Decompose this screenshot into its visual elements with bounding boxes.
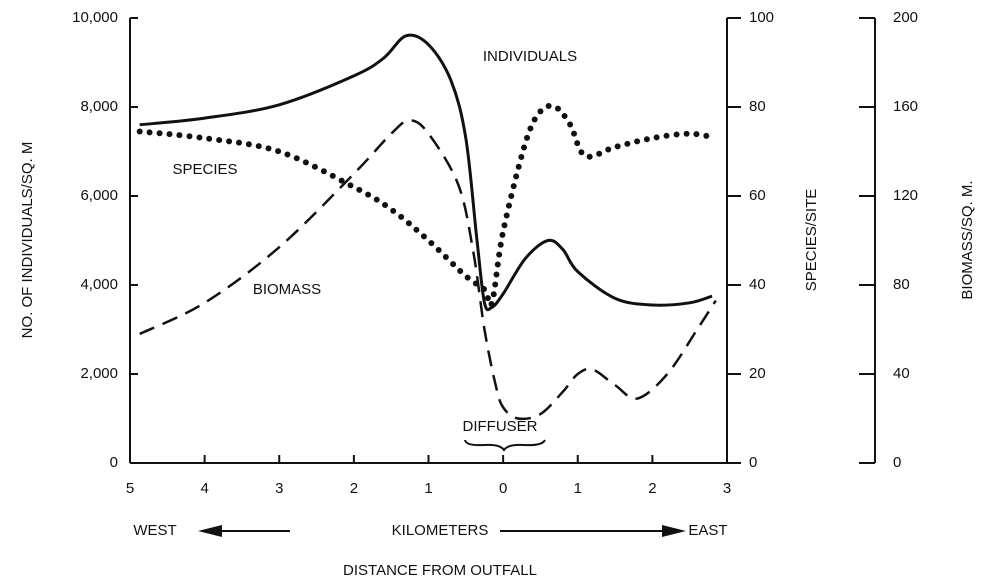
series-label: SPECIES [172, 161, 237, 178]
y-tick-label: 0 [110, 454, 118, 471]
y3-tick-label: 80 [893, 276, 910, 293]
west-arrow [198, 525, 290, 537]
y2-tick-label: 0 [749, 454, 757, 471]
series-label: INDIVIDUALS [483, 48, 577, 65]
x-tick-label: 5 [126, 480, 134, 497]
y3-tick-label: 120 [893, 187, 918, 204]
x-tick-label: 4 [200, 480, 208, 497]
y3-tick-label: 40 [893, 365, 910, 382]
diffuser-brace [464, 439, 546, 452]
x-tick-label: 2 [648, 480, 656, 497]
data-line [139, 33, 713, 312]
y3-tick-label: 200 [893, 9, 918, 26]
y2-tick-label: 40 [749, 276, 766, 293]
east-arrow [500, 525, 686, 537]
x-tick-label: 2 [350, 480, 358, 497]
x-tick-label: 3 [275, 480, 283, 497]
y2-tick-label: 60 [749, 187, 766, 204]
y2-tick-label: 80 [749, 98, 766, 115]
y3-axis-label: BIOMASS/SQ. M. [959, 180, 976, 299]
y-tick-label: 6,000 [80, 187, 118, 204]
annotation: WEST [133, 522, 176, 539]
y2-tick-label: 20 [749, 365, 766, 382]
y-axis-label: NO. OF INDIVIDUALS/SQ. M [19, 142, 36, 339]
annotation: DIFFUSER [463, 418, 538, 435]
y2-tick-label: 100 [749, 9, 774, 26]
y3-tick-label: 160 [893, 98, 918, 115]
data-line [136, 102, 719, 309]
x-tick-label: 1 [574, 480, 582, 497]
x-axis-label: DISTANCE FROM OUTFALL [343, 562, 537, 579]
annotation: KILOMETERS [392, 522, 489, 539]
y-tick-label: 4,000 [80, 276, 118, 293]
series-label: BIOMASS [253, 281, 321, 298]
y-tick-label: 8,000 [80, 98, 118, 115]
y-tick-label: 2,000 [80, 365, 118, 382]
x-tick-label: 0 [499, 480, 507, 497]
x-tick-label: 1 [424, 480, 432, 497]
data-line [139, 119, 717, 421]
x-tick-label: 3 [723, 480, 731, 497]
y-tick-label: 10,000 [72, 9, 118, 26]
annotation: EAST [688, 522, 727, 539]
y2-axis-label: SPECIES/SITE [803, 189, 820, 292]
y3-tick-label: 0 [893, 454, 901, 471]
